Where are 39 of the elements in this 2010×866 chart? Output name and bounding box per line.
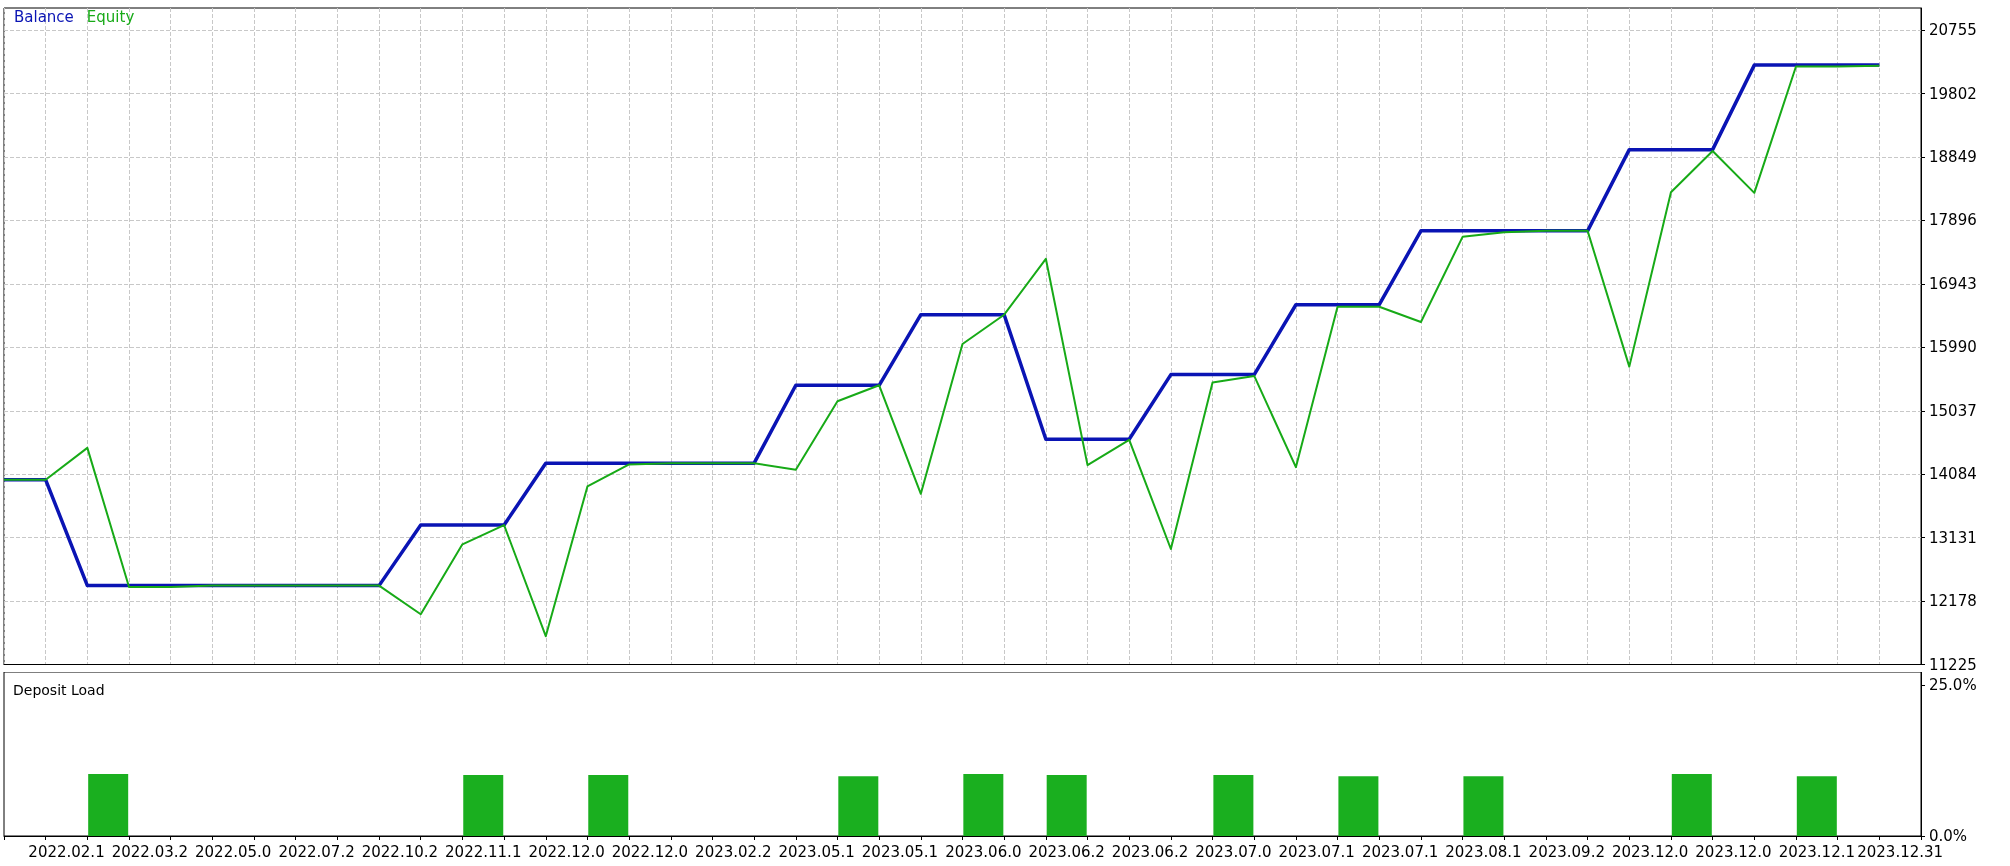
x-tick-label: 2023.05.1 — [778, 842, 855, 861]
y-tick-label: 11225 — [1929, 655, 1977, 674]
y-tick-label: 15037 — [1929, 401, 1977, 420]
x-tick-label: 2023.08.1 — [1445, 842, 1522, 861]
x-tick-label: 2023.05.1 — [861, 842, 939, 861]
x-tick-label: 2023.09.2 — [1528, 842, 1605, 861]
x-tick-label: 2023.06.2 — [1028, 842, 1105, 861]
x-tick-label: 2023.12.1 — [1778, 842, 1855, 861]
x-tick-label: 2023.12.31 — [1857, 842, 1944, 861]
x-tick-label: 2022.11.1 — [445, 842, 522, 861]
x-tick-label: 2022.12.0 — [611, 842, 689, 861]
y-tick-label: 18849 — [1929, 148, 1977, 167]
y-tick-label: 14084 — [1929, 465, 1977, 484]
x-tick-label: 2023.02.2 — [695, 842, 772, 861]
x-tick-label: 2023.06.2 — [1111, 842, 1189, 861]
text: Deposit Load — [13, 682, 105, 698]
y-tick-label: 12178 — [1929, 592, 1977, 611]
x-tick-label: 2023.07.1 — [1361, 842, 1439, 861]
x-tick-label: 2023.06.0 — [945, 842, 1022, 861]
y-tick-label: 13131 — [1929, 528, 1977, 547]
x-tick-label: 2023.12.0 — [1611, 842, 1689, 861]
x-tick-label: 2023.07.1 — [1278, 842, 1355, 861]
y-tick-label: 16943 — [1929, 274, 1977, 293]
x-tick-label: 2022.07.2 — [278, 842, 355, 861]
x-tick-label: 2023.07.0 — [1195, 842, 1272, 861]
y-tick-label: 15990 — [1929, 338, 1977, 357]
y-tick-label: 20755 — [1929, 21, 1977, 40]
y-tick-label: 19802 — [1929, 84, 1977, 103]
x-tick-label: 2022.05.0 — [195, 842, 272, 861]
x-tick-label: 2022.10.2 — [361, 842, 439, 861]
y-tick-label: 0.0% — [1929, 827, 1968, 845]
x-tick-label: 2023.12.0 — [1695, 842, 1772, 861]
x-tick-label: 2022.03.2 — [111, 842, 189, 861]
y-tick-label: 17896 — [1929, 211, 1977, 230]
y-tick-label: 25.0% — [1929, 676, 1977, 695]
text: Balance — [14, 7, 74, 26]
x-tick-label: 2022.02.1 — [28, 842, 105, 861]
x-tick-label: 2022.12.0 — [528, 842, 605, 861]
text: Equity — [86, 7, 135, 26]
